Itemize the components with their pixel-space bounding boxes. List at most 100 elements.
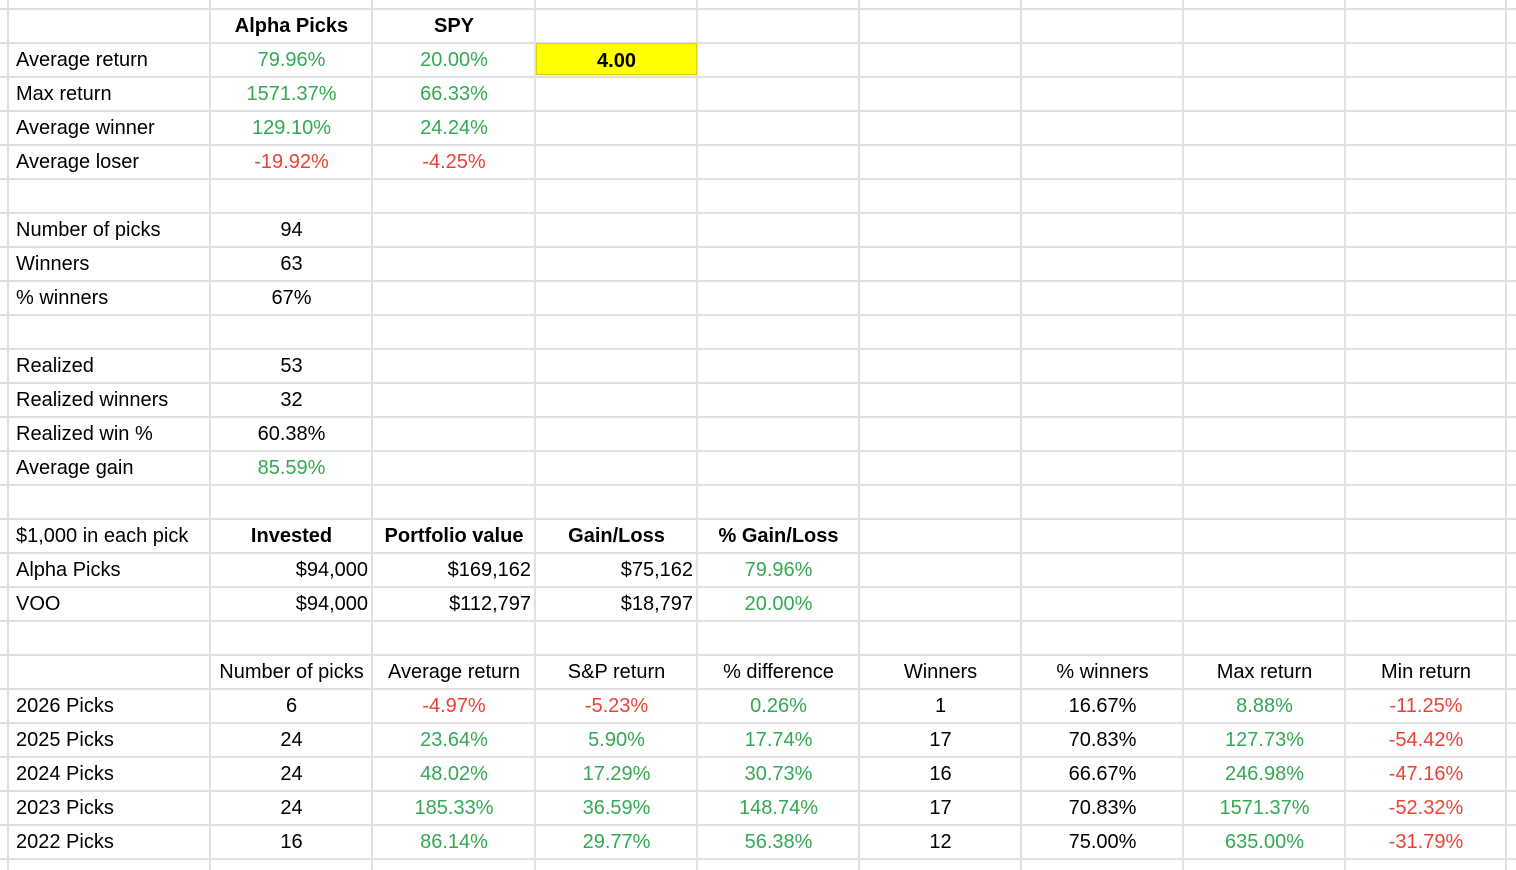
stat-value[interactable]: 63 [280, 253, 303, 275]
gain-value[interactable]: $75,162 [620, 559, 693, 581]
yearly-value[interactable]: 24 [280, 797, 303, 819]
yearly-header[interactable]: Average return [388, 661, 520, 683]
yearly-value[interactable]: 16 [929, 763, 952, 785]
stat-value[interactable]: 53 [280, 355, 303, 377]
yearly-value[interactable]: 12 [929, 831, 952, 853]
yearly-header[interactable]: Max return [1216, 661, 1313, 683]
yearly-header[interactable]: Winners [903, 661, 978, 683]
yearly-value[interactable]: 36.59% [582, 797, 651, 819]
yearly-value[interactable]: 127.73% [1225, 729, 1304, 751]
row-label[interactable]: Max return [16, 83, 112, 105]
pct-gain-value[interactable]: 79.96% [744, 559, 813, 581]
alpha-value[interactable]: 1571.37% [246, 83, 337, 105]
row-label[interactable]: Winners [16, 253, 90, 275]
yearly-value[interactable]: 1571.37% [1219, 797, 1310, 819]
year-label[interactable]: 2023 Picks [16, 797, 114, 819]
row-label[interactable]: Average gain [16, 457, 134, 479]
yearly-value[interactable]: 17 [929, 729, 952, 751]
yearly-value[interactable]: 0.26% [750, 695, 807, 717]
row-label[interactable]: Average loser [16, 151, 140, 173]
grid-column-line [534, 0, 536, 870]
row-label[interactable]: Alpha Picks [16, 559, 121, 581]
yearly-value[interactable]: 1 [934, 695, 947, 717]
stat-value[interactable]: 94 [280, 219, 303, 241]
stat-value[interactable]: 32 [280, 389, 303, 411]
yearly-value[interactable]: 17.29% [582, 763, 651, 785]
yearly-value[interactable]: 29.77% [582, 831, 651, 853]
yearly-value[interactable]: 70.83% [1068, 797, 1137, 819]
grid-column-line [858, 0, 860, 870]
yearly-value[interactable]: -54.42% [1388, 729, 1464, 751]
yearly-value[interactable]: 246.98% [1225, 763, 1304, 785]
yearly-value[interactable]: 70.83% [1068, 729, 1137, 751]
yearly-value[interactable]: -31.79% [1388, 831, 1464, 853]
portfolio-header[interactable]: Invested [250, 525, 333, 547]
portfolio-header[interactable]: % Gain/Loss [718, 525, 839, 547]
yearly-value[interactable]: 24 [280, 763, 303, 785]
row-label[interactable]: VOO [16, 593, 61, 615]
yearly-value[interactable]: 56.38% [744, 831, 813, 853]
header-alpha-picks[interactable]: Alpha Picks [234, 15, 349, 37]
header-spy[interactable]: SPY [433, 15, 475, 37]
stat-value[interactable]: 67% [271, 287, 312, 309]
yearly-value[interactable]: 24 [280, 729, 303, 751]
yearly-header[interactable]: % winners [1056, 661, 1149, 683]
yearly-value[interactable]: -52.32% [1388, 797, 1464, 819]
spy-value[interactable]: 20.00% [420, 49, 488, 71]
invested-value[interactable]: $94,000 [295, 593, 368, 615]
yearly-header[interactable]: Number of picks [219, 661, 364, 683]
yearly-value[interactable]: 17.74% [744, 729, 813, 751]
yearly-value[interactable]: 23.64% [420, 729, 488, 751]
row-label[interactable]: Average winner [16, 117, 155, 139]
row-label[interactable]: Realized win % [16, 423, 153, 445]
yearly-value[interactable]: 635.00% [1225, 831, 1304, 853]
yearly-value[interactable]: 16 [280, 831, 303, 853]
ratio-highlight-cell[interactable]: 4.00 [536, 43, 697, 75]
portfolio-value[interactable]: $112,797 [449, 593, 531, 615]
row-label[interactable]: Number of picks [16, 219, 161, 241]
year-label[interactable]: 2026 Picks [16, 695, 114, 717]
yearly-value[interactable]: 8.88% [1236, 695, 1293, 717]
alpha-value[interactable]: 129.10% [252, 117, 331, 139]
yearly-value[interactable]: 185.33% [414, 797, 494, 819]
portfolio-header[interactable]: Portfolio value [384, 525, 524, 547]
yearly-value[interactable]: 6 [285, 695, 298, 717]
stat-value[interactable]: 60.38% [257, 423, 326, 445]
row-label[interactable]: % winners [16, 287, 109, 309]
yearly-value[interactable]: -4.97% [422, 695, 486, 717]
yearly-value[interactable]: 75.00% [1068, 831, 1137, 853]
row-label[interactable]: Realized [16, 355, 94, 377]
row-label[interactable]: Realized winners [16, 389, 169, 411]
yearly-header[interactable]: Min return [1380, 661, 1472, 683]
yearly-header[interactable]: S&P return [567, 661, 666, 683]
yearly-header[interactable]: % difference [723, 661, 834, 683]
row-label[interactable]: Average return [16, 49, 148, 71]
yearly-value[interactable]: 16.67% [1068, 695, 1137, 717]
spy-value[interactable]: -4.25% [422, 151, 486, 173]
spy-value[interactable]: 24.24% [420, 117, 488, 139]
portfolio-value[interactable]: $169,162 [447, 559, 531, 581]
yearly-value[interactable]: 86.14% [420, 831, 488, 853]
portfolio-header[interactable]: Gain/Loss [568, 525, 665, 547]
yearly-value[interactable]: 66.67% [1068, 763, 1137, 785]
year-label[interactable]: 2025 Picks [16, 729, 114, 751]
year-label[interactable]: 2024 Picks [16, 763, 114, 785]
portfolio-title[interactable]: $1,000 in each pick [16, 525, 189, 547]
spy-value[interactable]: 66.33% [420, 83, 488, 105]
gain-value[interactable]: $18,797 [620, 593, 693, 615]
yearly-value[interactable]: 48.02% [420, 763, 488, 785]
yearly-value[interactable]: -47.16% [1388, 763, 1464, 785]
yearly-value[interactable]: 5.90% [588, 729, 645, 751]
yearly-value[interactable]: 30.73% [744, 763, 813, 785]
yearly-value[interactable]: -11.25% [1389, 695, 1463, 717]
alpha-value[interactable]: 79.96% [257, 49, 326, 71]
alpha-value[interactable]: -19.92% [254, 151, 329, 173]
yearly-value[interactable]: 148.74% [739, 797, 818, 819]
invested-value[interactable]: $94,000 [295, 559, 368, 581]
stat-value[interactable]: 85.59% [257, 457, 326, 479]
yearly-value[interactable]: 17 [929, 797, 952, 819]
yearly-value[interactable]: -5.23% [584, 695, 649, 717]
pct-gain-value[interactable]: 20.00% [744, 593, 813, 615]
year-label[interactable]: 2022 Picks [16, 831, 114, 853]
